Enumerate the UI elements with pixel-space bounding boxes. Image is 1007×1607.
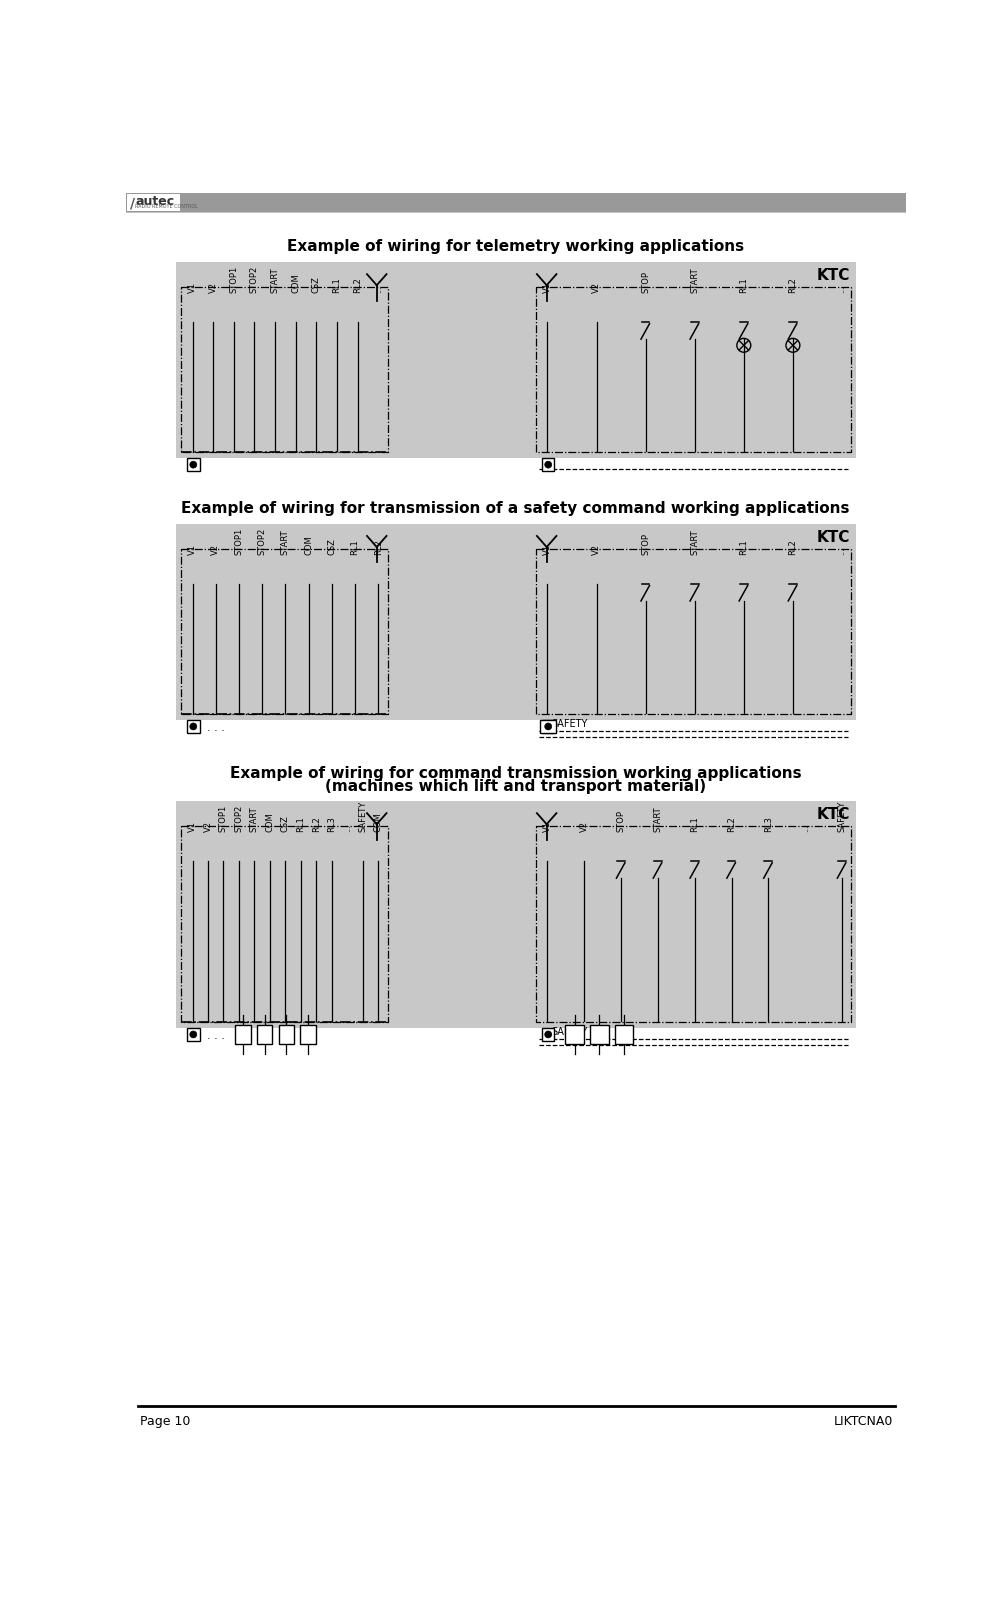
Text: STOP: STOP <box>616 810 625 832</box>
Text: COM: COM <box>374 812 383 832</box>
Text: CSZ: CSZ <box>312 276 321 292</box>
Text: RL2: RL2 <box>312 816 321 832</box>
Text: ...: ... <box>838 546 847 554</box>
Circle shape <box>190 461 196 468</box>
Text: RL2: RL2 <box>374 538 383 554</box>
Text: Example of wiring for telemetry working applications: Example of wiring for telemetry working … <box>287 239 744 254</box>
Text: V2: V2 <box>592 543 601 554</box>
Text: START: START <box>690 267 699 292</box>
Text: STOP2: STOP2 <box>258 527 267 554</box>
Text: STOP1: STOP1 <box>230 265 239 292</box>
Bar <box>565 1025 584 1043</box>
Text: KTC: KTC <box>817 807 850 823</box>
Text: STOP1: STOP1 <box>219 805 228 832</box>
Bar <box>542 720 555 733</box>
Text: KTC: KTC <box>817 268 850 283</box>
Text: V2: V2 <box>203 821 212 832</box>
Bar <box>176 262 856 458</box>
Text: V2: V2 <box>592 281 601 292</box>
Text: START: START <box>250 807 259 832</box>
Bar <box>542 1028 555 1041</box>
Text: V2: V2 <box>211 543 221 554</box>
Circle shape <box>545 723 552 730</box>
Text: V2: V2 <box>580 821 589 832</box>
Text: ...: ... <box>374 284 383 292</box>
Text: RL3: RL3 <box>764 816 772 832</box>
Text: ...: ... <box>838 284 847 292</box>
Text: autec: autec <box>135 194 174 209</box>
Text: START: START <box>654 807 663 832</box>
Text: START: START <box>281 529 290 554</box>
Text: SAFETY: SAFETY <box>551 1027 588 1037</box>
Bar <box>187 720 199 733</box>
Text: SAFETY: SAFETY <box>551 718 588 728</box>
Text: START: START <box>690 529 699 554</box>
Text: STOP: STOP <box>641 272 651 292</box>
Bar <box>542 458 555 471</box>
Text: ...: ... <box>342 824 351 832</box>
Text: RL2: RL2 <box>353 276 363 292</box>
Text: RL1: RL1 <box>332 276 341 292</box>
Text: COM: COM <box>266 812 275 832</box>
Bar <box>187 458 199 471</box>
Text: /: / <box>130 196 135 211</box>
Bar <box>176 802 856 1028</box>
Bar <box>236 1025 251 1043</box>
Text: LIKTCNA0: LIKTCNA0 <box>834 1416 893 1429</box>
Text: CSZ: CSZ <box>327 538 336 554</box>
Text: STOP: STOP <box>641 534 651 554</box>
Text: V1: V1 <box>543 543 552 554</box>
Text: STOP1: STOP1 <box>235 527 244 554</box>
Circle shape <box>190 723 196 730</box>
Text: RL1: RL1 <box>739 276 748 292</box>
Text: RL1: RL1 <box>690 816 699 832</box>
Text: V1: V1 <box>188 821 197 832</box>
Text: COM: COM <box>291 273 300 292</box>
Text: RL1: RL1 <box>350 538 359 554</box>
Text: . . .: . . . <box>207 723 226 733</box>
Text: V1: V1 <box>188 281 197 292</box>
Bar <box>187 1028 199 1041</box>
Bar <box>126 193 906 212</box>
Text: V1: V1 <box>543 821 552 832</box>
Text: RL3: RL3 <box>327 816 336 832</box>
Bar <box>590 1025 608 1043</box>
Circle shape <box>545 461 552 468</box>
Text: START: START <box>271 267 280 292</box>
Text: V2: V2 <box>208 281 218 292</box>
Bar <box>128 194 180 211</box>
Text: Page 10: Page 10 <box>140 1416 190 1429</box>
Text: RL2: RL2 <box>788 538 798 554</box>
Text: (machines which lift and transport material): (machines which lift and transport mater… <box>325 779 706 794</box>
Text: ...: ... <box>801 824 810 832</box>
Text: RL1: RL1 <box>739 538 748 554</box>
Text: RADIO REMOTE CONTROL: RADIO REMOTE CONTROL <box>135 204 198 209</box>
Text: STOP2: STOP2 <box>250 265 259 292</box>
Text: KTC: KTC <box>817 530 850 545</box>
Text: Example of wiring for command transmission working applications: Example of wiring for command transmissi… <box>230 767 802 781</box>
Text: CSZ: CSZ <box>281 815 290 832</box>
Bar <box>541 720 556 733</box>
Text: COM: COM <box>304 535 313 554</box>
Text: RL2: RL2 <box>727 816 736 832</box>
Text: V1: V1 <box>188 543 197 554</box>
Bar <box>615 1025 633 1043</box>
Text: . . .: . . . <box>207 1032 226 1041</box>
Text: RL1: RL1 <box>296 816 305 832</box>
Bar <box>300 1025 316 1043</box>
Text: SAFETY: SAFETY <box>358 800 368 832</box>
Text: Example of wiring for transmission of a safety command working applications: Example of wiring for transmission of a … <box>181 501 850 516</box>
Bar <box>279 1025 294 1043</box>
Circle shape <box>190 1032 196 1038</box>
Bar <box>176 524 856 720</box>
Text: RL2: RL2 <box>788 276 798 292</box>
Text: SAFETY: SAFETY <box>838 800 847 832</box>
Circle shape <box>545 1032 552 1038</box>
Text: V1: V1 <box>543 281 552 292</box>
Bar <box>257 1025 272 1043</box>
Text: STOP2: STOP2 <box>235 805 244 832</box>
